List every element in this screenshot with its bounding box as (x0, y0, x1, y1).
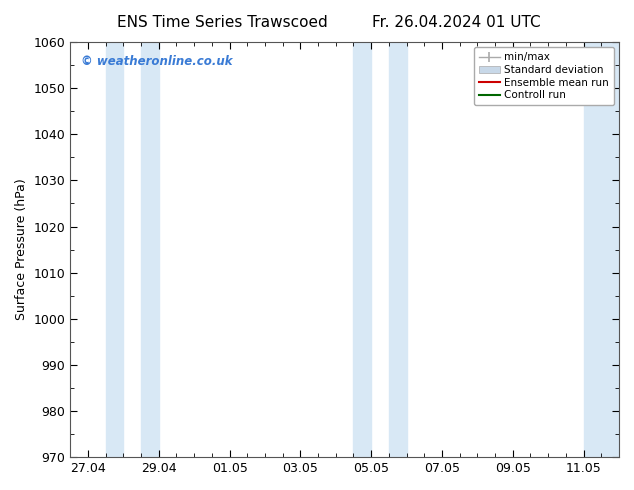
Bar (106, 42, 124, 457)
Bar (141, 42, 158, 457)
Y-axis label: Surface Pressure (hPa): Surface Pressure (hPa) (15, 179, 28, 320)
Legend: min/max, Standard deviation, Ensemble mean run, Controll run: min/max, Standard deviation, Ensemble me… (474, 47, 614, 105)
Text: Fr. 26.04.2024 01 UTC: Fr. 26.04.2024 01 UTC (372, 15, 541, 30)
Bar (354, 42, 371, 457)
Text: © weatheronline.co.uk: © weatheronline.co.uk (81, 54, 233, 68)
Bar (584, 42, 619, 457)
Bar (389, 42, 406, 457)
Text: ENS Time Series Trawscoed: ENS Time Series Trawscoed (117, 15, 327, 30)
